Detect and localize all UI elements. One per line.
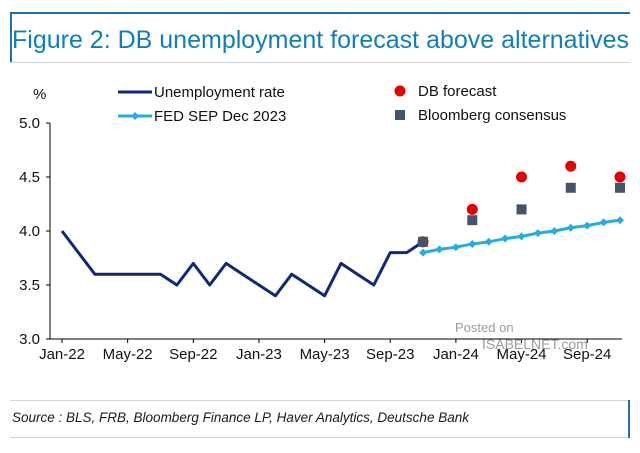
series-marks <box>60 160 626 298</box>
legend-label-unemployment: Unemployment rate <box>154 84 285 101</box>
db-forecast-point <box>466 203 478 215</box>
watermark-posted-on: Posted on <box>455 320 514 335</box>
x-tick-label: Jan-22 <box>39 346 85 363</box>
x-tick-label: Sep-22 <box>169 346 217 363</box>
title-top-rule <box>10 12 630 14</box>
fed-sep-point <box>501 234 510 243</box>
legend-marker-fed-sep <box>131 112 139 120</box>
db-forecast-point <box>614 171 626 183</box>
source-bottom-rule <box>10 437 630 438</box>
fed-sep-point <box>484 237 493 246</box>
watermark-site: ISABELNET.com <box>482 336 588 352</box>
fed-sep-point <box>550 227 559 235</box>
axes: % 3.0 3.5 4.0 4.5 5.0 Jan-22 May-22 Sep-22 Jan-23… <box>19 86 622 363</box>
fed-sep-point <box>419 248 428 257</box>
title-left-bar <box>10 12 12 63</box>
source-right-bar <box>628 400 630 438</box>
fed-sep-point <box>616 216 624 225</box>
title-bottom-rule <box>10 62 630 63</box>
fed-sep-point <box>435 245 444 254</box>
chart-title: Figure 2: DB unemployment forecast above… <box>12 26 629 54</box>
x-tick-label: Sep-24 <box>563 346 611 363</box>
x-tick-label: May-22 <box>103 346 153 363</box>
y-tick-label: 3.0 <box>19 331 40 348</box>
bloomberg-consensus-point <box>516 204 527 215</box>
bloomberg-consensus-point <box>467 215 478 226</box>
bloomberg-consensus-point <box>615 182 625 193</box>
legend-label-bloomberg: Bloomberg consensus <box>418 107 566 124</box>
db-forecast-point <box>516 171 528 183</box>
y-tick-label: 3.5 <box>19 277 40 294</box>
y-tick-label: 5.0 <box>19 115 40 132</box>
source-note: Source : BLS, FRB, Bloomberg Finance LP,… <box>12 410 469 425</box>
fed-sep-point <box>566 223 575 232</box>
y-tick-label: 4.5 <box>19 169 40 186</box>
bloomberg-consensus-point <box>418 236 429 247</box>
fed-sep-point <box>468 239 477 248</box>
source-top-rule <box>10 400 630 401</box>
x-tick-label: May-23 <box>300 346 350 363</box>
x-tick-label: May-24 <box>497 346 547 363</box>
unemployment-line <box>60 230 424 298</box>
y-tick-label: 4.0 <box>19 223 40 240</box>
db-forecast-point <box>565 160 577 172</box>
fed-sep-point <box>517 232 526 241</box>
legend-marker-db <box>394 85 406 97</box>
y-axis-label: % <box>33 86 46 103</box>
fed-sep-point <box>533 229 542 238</box>
x-tick-label: Jan-24 <box>433 346 479 363</box>
fed-sep-point <box>599 218 608 227</box>
legend-label-db: DB forecast <box>418 83 497 100</box>
fed-sep-point <box>451 243 460 252</box>
bloomberg-consensus-point <box>565 182 576 193</box>
legend: Unemployment rate FED SEP Dec 2023 DB fore… <box>118 83 566 125</box>
x-tick-label: Jan-23 <box>236 346 282 363</box>
fed-sep-point <box>583 221 592 230</box>
legend-marker-bloomberg <box>395 110 405 120</box>
legend-label-fed-sep: FED SEP Dec 2023 <box>154 108 286 125</box>
x-tick-label: Sep-23 <box>366 346 414 363</box>
